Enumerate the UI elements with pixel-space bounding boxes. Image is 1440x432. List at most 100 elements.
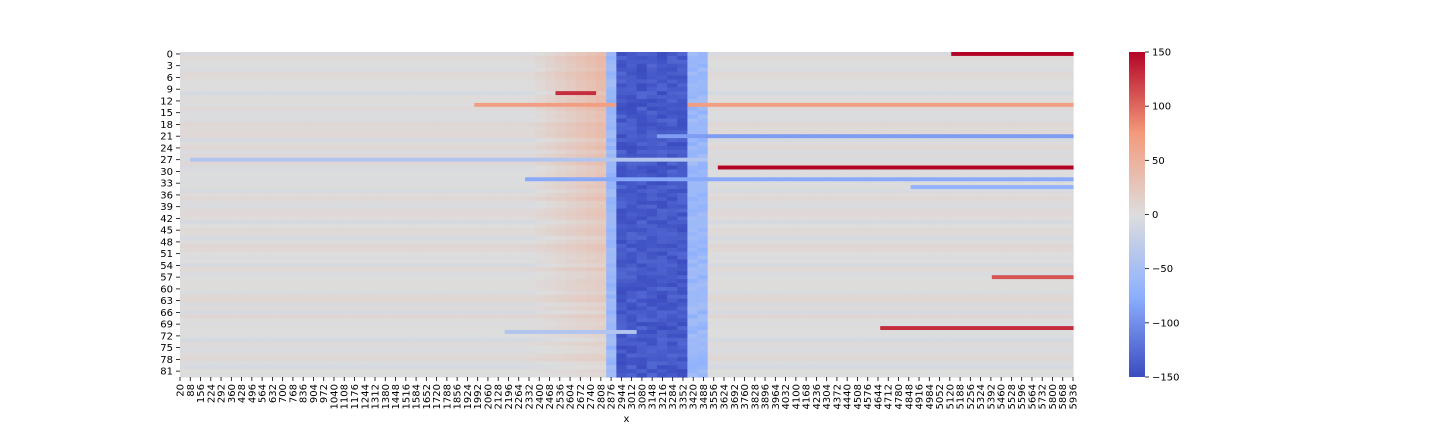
heatmap-cell — [464, 192, 475, 198]
heatmap-cell — [727, 224, 739, 229]
heatmap-cell — [291, 79, 303, 84]
heatmap-cell — [210, 145, 222, 151]
heatmap-cell — [220, 87, 232, 92]
heatmap-cell — [900, 149, 912, 155]
heatmap-cell — [910, 228, 922, 233]
heatmap-cell — [443, 271, 455, 276]
heatmap-cell — [393, 67, 404, 73]
heatmap-cell — [768, 259, 780, 265]
heatmap-cell — [991, 204, 1003, 210]
heatmap-cell — [494, 236, 506, 241]
heatmap-cell — [646, 169, 658, 174]
heatmap-cell — [971, 263, 983, 268]
heatmap-cell — [1052, 200, 1064, 206]
heatmap-cell — [1022, 138, 1034, 143]
heatmap-cell — [281, 181, 293, 186]
heatmap-cell — [626, 87, 638, 92]
heatmap-cell — [859, 102, 871, 108]
heatmap-cell — [220, 228, 232, 233]
heatmap-cell — [687, 71, 699, 77]
heatmap-cell — [1022, 71, 1034, 77]
heatmap-cell — [403, 189, 414, 194]
heatmap-cell — [1032, 185, 1044, 190]
heatmap-cell — [636, 67, 648, 73]
heatmap-cell — [849, 271, 861, 276]
heatmap-cell — [1052, 67, 1064, 73]
heatmap-cell — [1062, 138, 1074, 143]
heatmap-cell — [1012, 122, 1023, 127]
heatmap-cell — [920, 185, 932, 190]
heatmap-cell — [535, 110, 546, 116]
heatmap-cell — [930, 55, 942, 61]
heatmap-cell — [707, 55, 719, 61]
heatmap-cell — [1062, 228, 1074, 233]
heatmap-cell — [748, 75, 760, 81]
heatmap-cell — [910, 145, 922, 151]
heatmap-cell — [778, 243, 790, 249]
heatmap-cell — [271, 224, 283, 229]
heatmap-cell — [281, 67, 293, 73]
heatmap-cell — [880, 134, 891, 139]
heatmap-cell — [839, 75, 851, 81]
heatmap-cell — [859, 91, 871, 96]
heatmap-cell — [352, 122, 364, 127]
heatmap-cell — [809, 267, 820, 272]
heatmap-cell — [616, 208, 628, 214]
heatmap-cell — [677, 192, 688, 198]
heatmap-cell — [961, 255, 973, 261]
heatmap-cell — [575, 161, 587, 167]
heatmap-cell — [342, 189, 354, 194]
heatmap-cell — [494, 130, 506, 135]
heatmap-cell — [799, 55, 810, 61]
heatmap-cell — [778, 263, 790, 268]
heatmap-cell — [311, 247, 323, 253]
heatmap-cell — [890, 55, 902, 61]
heatmap-cell — [717, 79, 729, 84]
heatmap-cell — [1062, 216, 1074, 221]
heatmap-cell — [646, 263, 658, 268]
heatmap-cell — [382, 161, 394, 167]
heatmap-cell — [829, 87, 841, 92]
heatmap-cell — [291, 52, 303, 57]
heatmap-cell — [220, 208, 232, 214]
heatmap-cell — [920, 173, 932, 178]
heatmap-cell — [240, 208, 252, 214]
heatmap-cell — [738, 169, 749, 174]
heatmap-cell — [981, 138, 993, 143]
heatmap-cell — [261, 142, 272, 147]
heatmap-cell — [555, 114, 567, 120]
heatmap-cell — [555, 91, 567, 96]
heatmap-cell — [565, 134, 577, 139]
heatmap-cell — [555, 263, 567, 268]
heatmap-cell — [778, 169, 790, 174]
heatmap-cell — [849, 204, 861, 210]
heatmap-cell — [372, 189, 384, 194]
heatmap-cell — [677, 208, 688, 214]
heatmap-cell — [413, 189, 425, 194]
heatmap-cell — [413, 224, 425, 229]
heatmap-cell — [261, 126, 272, 131]
heatmap-cell — [758, 67, 770, 73]
heatmap-cell — [951, 142, 962, 147]
heatmap-cell — [727, 153, 739, 159]
heatmap-cell — [311, 138, 323, 143]
heatmap-cell — [382, 145, 394, 151]
heatmap-cell — [961, 157, 973, 163]
heatmap-cell — [727, 83, 739, 88]
heatmap-cell — [322, 98, 333, 104]
heatmap-cell — [190, 236, 201, 241]
heatmap-cell — [991, 220, 1003, 225]
heatmap-cell — [839, 200, 851, 206]
heatmap-cell — [870, 75, 881, 81]
heatmap-cell — [393, 247, 404, 253]
heatmap-cell — [382, 243, 394, 249]
heatmap-cell — [849, 52, 861, 57]
heatmap-cell — [738, 145, 749, 151]
heatmap-cell — [920, 192, 932, 198]
heatmap-cell — [748, 259, 760, 265]
heatmap-cell — [210, 110, 222, 116]
heatmap-cell — [535, 216, 546, 221]
heatmap-cell — [849, 232, 861, 237]
heatmap-cell — [880, 243, 891, 249]
heatmap-cell — [423, 110, 435, 116]
